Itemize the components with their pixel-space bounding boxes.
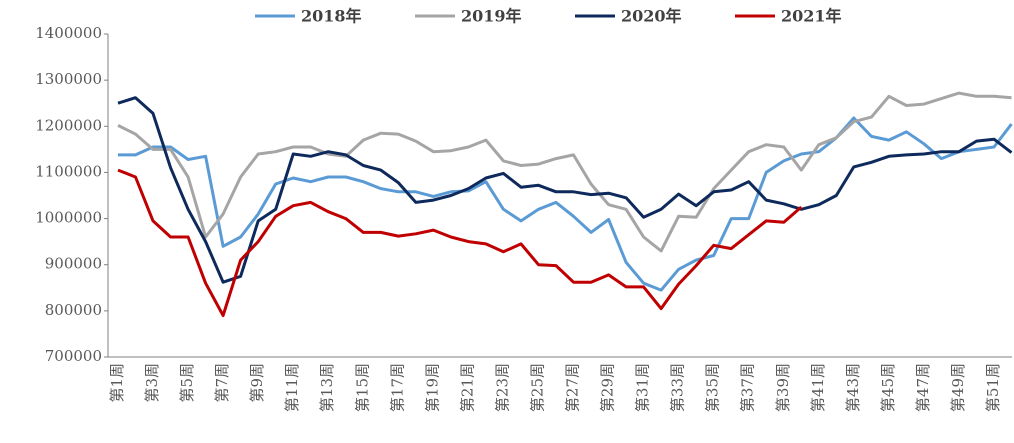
x-tick-label: 第43周 bbox=[844, 363, 862, 412]
x-tick-label: 第35周 bbox=[704, 363, 722, 412]
x-tick-label: 第49周 bbox=[949, 363, 967, 412]
x-tick-label: 第39周 bbox=[774, 363, 792, 412]
x-tick-label: 第3周 bbox=[143, 363, 161, 403]
x-tick-label: 第31周 bbox=[634, 363, 652, 412]
series-line bbox=[117, 96, 1013, 284]
x-tick-label: 第21周 bbox=[458, 363, 476, 412]
x-tick-label: 第29周 bbox=[599, 363, 617, 412]
y-tick-label: 800000 bbox=[45, 301, 102, 319]
y-tick-label: 1400000 bbox=[35, 24, 102, 42]
series-line bbox=[117, 168, 803, 317]
y-tick-label: 900000 bbox=[45, 255, 102, 273]
x-tick-label: 第1周 bbox=[108, 363, 126, 403]
x-tick-label: 第33周 bbox=[669, 363, 687, 412]
x-tick-label: 第15周 bbox=[353, 363, 371, 412]
x-tick-label: 第19周 bbox=[423, 363, 441, 412]
x-tick-label: 第9周 bbox=[248, 363, 266, 403]
x-tick-label: 第41周 bbox=[809, 363, 827, 412]
x-tick-label: 第13周 bbox=[318, 363, 336, 412]
y-tick-label: 1100000 bbox=[35, 162, 102, 180]
legend-label: 2019年 bbox=[461, 7, 522, 26]
series-line bbox=[118, 116, 1013, 292]
x-tick-label: 第37周 bbox=[739, 363, 757, 412]
x-tick-label: 第27周 bbox=[564, 363, 582, 412]
legend-label: 2018年 bbox=[301, 7, 362, 26]
x-tick-label: 第7周 bbox=[213, 363, 231, 403]
y-tick-label: 1000000 bbox=[35, 209, 102, 227]
x-tick-label: 第23周 bbox=[493, 363, 511, 412]
y-tick-label: 700000 bbox=[45, 347, 102, 365]
x-tick-label: 第45周 bbox=[879, 363, 897, 412]
x-tick-label: 第17周 bbox=[388, 363, 406, 412]
x-tick-label: 第47周 bbox=[914, 363, 932, 412]
x-tick-label: 第25周 bbox=[528, 363, 546, 412]
legend-label: 2021年 bbox=[781, 7, 842, 26]
x-tick-label: 第5周 bbox=[178, 363, 196, 403]
x-tick-label: 第51周 bbox=[984, 363, 1002, 412]
y-tick-label: 1300000 bbox=[35, 70, 102, 88]
y-tick-label: 1200000 bbox=[35, 116, 102, 134]
series-line bbox=[117, 91, 1012, 253]
legend-label: 2020年 bbox=[621, 7, 682, 26]
x-tick-label: 第11周 bbox=[283, 363, 301, 412]
